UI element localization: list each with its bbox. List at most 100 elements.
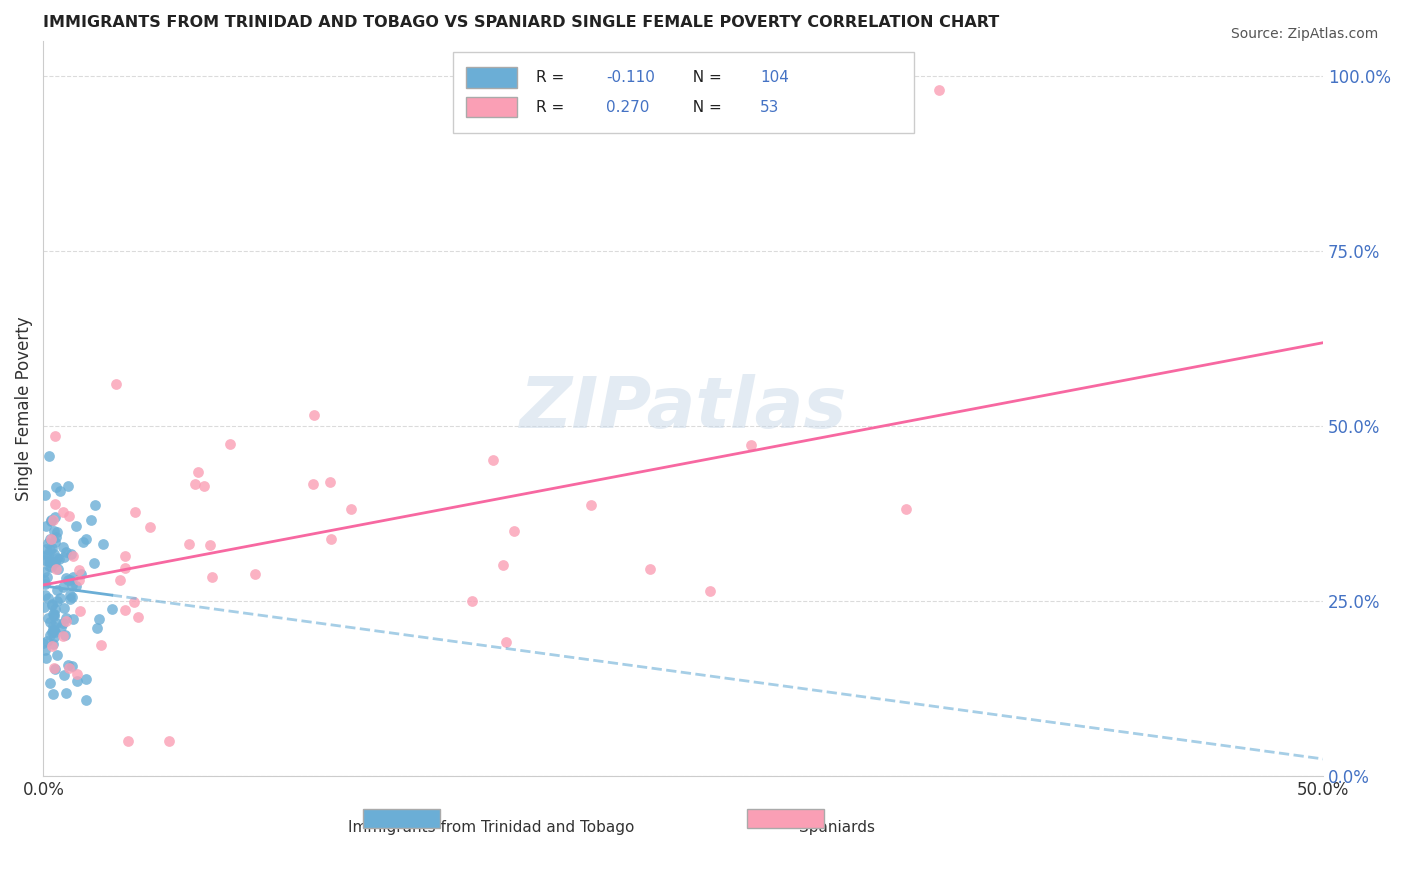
- Point: [72, 535, 94, 549]
- Point: [60, 659, 83, 673]
- Point: [45, 550, 67, 565]
- Point: [80, 513, 103, 527]
- Point: [38, 554, 60, 568]
- Point: [39, 533, 62, 547]
- Point: [200, 538, 222, 552]
- Point: [48, 591, 70, 605]
- Point: [114, 561, 136, 575]
- Point: [42, 637, 65, 651]
- Point: [39, 560, 62, 574]
- Point: [60, 590, 83, 604]
- Point: [44, 609, 66, 624]
- Point: [76, 672, 98, 686]
- Point: [319, 532, 342, 546]
- Point: [56, 479, 79, 493]
- Point: [83, 557, 105, 571]
- Point: [45, 529, 67, 543]
- Point: [34, 573, 56, 587]
- Point: [39, 676, 62, 690]
- Point: [108, 573, 131, 587]
- Point: [52, 549, 75, 564]
- Point: [46, 562, 69, 576]
- Text: N =: N =: [683, 70, 727, 85]
- FancyBboxPatch shape: [363, 809, 440, 828]
- Point: [42, 556, 65, 570]
- Point: [640, 562, 662, 576]
- Point: [184, 477, 207, 491]
- Point: [44, 555, 66, 569]
- Point: [187, 465, 209, 479]
- Point: [461, 594, 484, 608]
- Point: [44, 630, 66, 644]
- Point: [38, 558, 60, 573]
- Point: [243, 566, 266, 581]
- Point: [114, 549, 136, 563]
- Point: [51, 620, 73, 634]
- Point: [52, 540, 75, 554]
- Point: [157, 734, 180, 748]
- Point: [42, 607, 65, 621]
- Point: [69, 566, 91, 581]
- Point: [117, 734, 139, 748]
- Point: [495, 635, 517, 649]
- Point: [55, 544, 77, 558]
- Point: [52, 600, 75, 615]
- Point: [39, 532, 62, 546]
- Point: [39, 628, 62, 642]
- Point: [740, 438, 762, 452]
- Point: [34, 643, 56, 657]
- Point: [45, 562, 67, 576]
- Point: [34, 576, 56, 591]
- Point: [45, 615, 67, 630]
- Point: [58, 573, 80, 587]
- Point: [32, 636, 55, 650]
- Point: [44, 497, 66, 511]
- Point: [48, 552, 70, 566]
- Point: [60, 578, 83, 592]
- Point: [45, 525, 67, 540]
- Point: [52, 505, 75, 519]
- Point: [302, 408, 325, 422]
- Point: [503, 524, 526, 538]
- Point: [41, 599, 63, 613]
- Point: [699, 584, 721, 599]
- Point: [44, 509, 66, 524]
- Point: [104, 377, 127, 392]
- Point: [42, 686, 65, 700]
- Point: [52, 580, 75, 594]
- Text: Immigrants from Trinidad and Tobago: Immigrants from Trinidad and Tobago: [349, 821, 634, 835]
- Point: [58, 509, 80, 524]
- Y-axis label: Single Female Poverty: Single Female Poverty: [15, 317, 32, 500]
- Text: ZIPatlas: ZIPatlas: [520, 374, 846, 443]
- Point: [41, 625, 63, 640]
- Point: [319, 475, 342, 489]
- Point: [52, 629, 75, 643]
- Point: [124, 505, 146, 519]
- Point: [37, 591, 59, 606]
- Point: [89, 612, 111, 626]
- Text: Source: ZipAtlas.com: Source: ZipAtlas.com: [1230, 27, 1378, 41]
- Point: [65, 579, 87, 593]
- Text: N =: N =: [683, 100, 727, 114]
- Point: [65, 519, 87, 533]
- Point: [39, 514, 62, 528]
- Point: [35, 548, 58, 562]
- FancyBboxPatch shape: [465, 96, 517, 118]
- Point: [55, 571, 77, 585]
- Point: [56, 657, 79, 672]
- Point: [114, 603, 136, 617]
- Point: [45, 648, 67, 662]
- Text: R =: R =: [536, 100, 569, 114]
- FancyBboxPatch shape: [465, 68, 517, 88]
- Point: [928, 83, 950, 97]
- Point: [42, 623, 65, 637]
- Point: [38, 555, 60, 569]
- Point: [62, 549, 84, 563]
- Point: [492, 558, 515, 573]
- FancyBboxPatch shape: [453, 52, 914, 133]
- Point: [75, 532, 97, 546]
- Point: [35, 569, 58, 583]
- Text: Spaniards: Spaniards: [799, 821, 875, 835]
- Point: [62, 570, 84, 584]
- Point: [482, 453, 505, 467]
